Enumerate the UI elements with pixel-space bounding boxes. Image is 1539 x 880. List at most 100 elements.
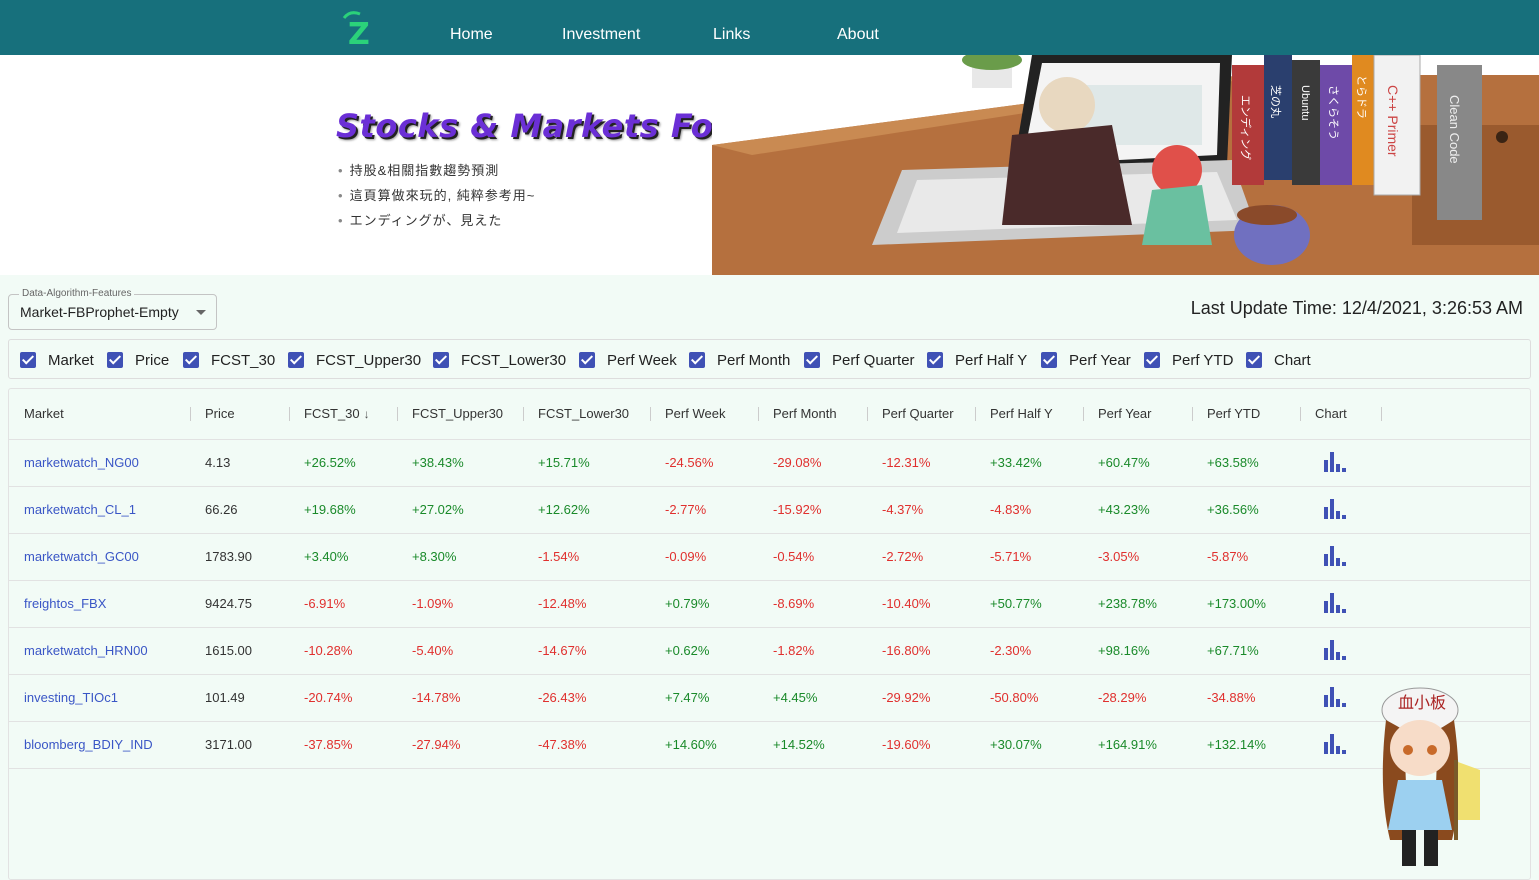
- column-separator[interactable]: [397, 407, 398, 421]
- column-header-perf-week[interactable]: Perf Week: [665, 406, 726, 421]
- last-update-time: Last Update Time: 12/4/2021, 3:26:53 AM: [1190, 298, 1523, 318]
- perf-week-cell: +7.47%: [665, 690, 710, 705]
- hero-bullet-list: 持股&相關指數趨勢預測 這頁算做來玩的, 純粹参考用~ エンディングが、見えた: [338, 161, 535, 236]
- column-separator[interactable]: [1300, 407, 1301, 421]
- column-header-chart[interactable]: Chart: [1315, 406, 1347, 421]
- checkbox-icon[interactable]: [804, 352, 820, 368]
- table-row[interactable]: bloomberg_BDIY_IND 3171.00 -37.85% -27.94% -…: [9, 722, 1530, 769]
- checkbox-icon[interactable]: [433, 352, 449, 368]
- checkbox-price[interactable]: Price: [107, 351, 169, 369]
- bar-chart-icon-bar: [1324, 648, 1328, 660]
- bar-chart-icon[interactable]: [1324, 452, 1346, 472]
- perf-month-cell: -0.54%: [773, 549, 815, 564]
- bar-chart-icon-bar: [1330, 593, 1334, 613]
- column-header-fcst-lower30[interactable]: FCST_Lower30: [538, 406, 630, 421]
- hero-bullet: エンディングが、見えた: [338, 211, 535, 236]
- column-header-perf-year[interactable]: Perf Year: [1098, 406, 1152, 421]
- perf-ytd-cell: -34.88%: [1207, 690, 1256, 705]
- checkbox-fcst-lower30[interactable]: FCST_Lower30: [433, 351, 566, 369]
- column-header-perf-ytd[interactable]: Perf YTD: [1207, 406, 1261, 421]
- column-header-market[interactable]: Market: [24, 406, 64, 421]
- column-separator[interactable]: [1381, 407, 1382, 421]
- site-logo-icon[interactable]: Z: [340, 8, 382, 46]
- table-row[interactable]: marketwatch_NG00 4.13 +26.52% +38.43% +15.71…: [9, 440, 1530, 487]
- market-link[interactable]: marketwatch_NG00: [24, 455, 139, 470]
- bar-chart-icon-bar: [1330, 499, 1334, 519]
- book-title: 芝の丸: [1269, 85, 1282, 118]
- checkbox-icon[interactable]: [183, 352, 199, 368]
- market-link[interactable]: marketwatch_CL_1: [24, 502, 136, 517]
- arrow-down-icon[interactable]: ↓: [363, 407, 370, 421]
- bar-chart-icon[interactable]: [1324, 734, 1346, 754]
- column-separator[interactable]: [758, 407, 759, 421]
- column-separator[interactable]: [1083, 407, 1084, 421]
- market-link[interactable]: freightos_FBX: [24, 596, 107, 611]
- perf-month-cell: -8.69%: [773, 596, 815, 611]
- column-separator[interactable]: [867, 407, 868, 421]
- checkbox-perf-quarter[interactable]: Perf Quarter: [804, 351, 915, 369]
- checkbox-perf-half-y[interactable]: Perf Half Y: [927, 351, 1027, 369]
- table-row[interactable]: marketwatch_CL_1 66.26 +19.68% +27.02% +12.6…: [9, 487, 1530, 534]
- bar-chart-icon[interactable]: [1324, 687, 1346, 707]
- checkbox-icon[interactable]: [1246, 352, 1262, 368]
- bar-chart-icon-bar: [1324, 507, 1328, 519]
- market-data-grid: Market Price FCST_30 ↓ FCST_Upper30 FCST_…: [8, 388, 1531, 880]
- checkbox-icon[interactable]: [579, 352, 595, 368]
- checkbox-perf-year[interactable]: Perf Year: [1041, 351, 1131, 369]
- table-row[interactable]: marketwatch_GC00 1783.90 +3.40% +8.30% -1.54…: [9, 534, 1530, 581]
- column-header-perf-half-y[interactable]: Perf Half Y: [990, 406, 1053, 421]
- checkbox-icon[interactable]: [927, 352, 943, 368]
- column-header-price[interactable]: Price: [205, 406, 235, 421]
- column-header-fcst-upper30[interactable]: FCST_Upper30: [412, 406, 504, 421]
- checkbox-perf-month[interactable]: Perf Month: [689, 351, 790, 369]
- checkbox-fcst-upper30[interactable]: FCST_Upper30: [288, 351, 421, 369]
- checkbox-chart[interactable]: Chart: [1246, 351, 1311, 369]
- checkbox-icon[interactable]: [1144, 352, 1160, 368]
- perf-half-y-cell: -50.80%: [990, 690, 1039, 705]
- fcst-lower30-cell: -1.54%: [538, 549, 580, 564]
- column-separator[interactable]: [289, 407, 290, 421]
- checkbox-perf-ytd[interactable]: Perf YTD: [1144, 351, 1233, 369]
- market-link[interactable]: investing_TIOc1: [24, 690, 118, 705]
- fcst-upper30-cell: +8.30%: [412, 549, 457, 564]
- column-header-perf-month[interactable]: Perf Month: [773, 406, 837, 421]
- column-separator[interactable]: [975, 407, 976, 421]
- checkbox-fcst30[interactable]: FCST_30: [183, 351, 275, 369]
- checkbox-label: Perf Year: [1069, 351, 1131, 369]
- bar-chart-icon[interactable]: [1324, 546, 1346, 566]
- table-row[interactable]: freightos_FBX 9424.75 -6.91% -1.09% -12.48% +…: [9, 581, 1530, 628]
- nav-home[interactable]: Home: [450, 26, 493, 43]
- bar-chart-icon[interactable]: [1324, 640, 1346, 660]
- bar-chart-icon-bar: [1330, 640, 1334, 660]
- fcst-upper30-cell: +27.02%: [412, 502, 464, 517]
- market-link[interactable]: marketwatch_GC00: [24, 549, 139, 564]
- checkbox-perf-week[interactable]: Perf Week: [579, 351, 677, 369]
- column-separator[interactable]: [650, 407, 651, 421]
- column-separator[interactable]: [523, 407, 524, 421]
- table-row[interactable]: investing_TIOc1 101.49 -20.74% -14.78% -26.4…: [9, 675, 1530, 722]
- column-separator[interactable]: [1192, 407, 1193, 421]
- checkbox-icon[interactable]: [20, 352, 36, 368]
- fcst-lower30-cell: +15.71%: [538, 455, 590, 470]
- column-header-perf-quarter[interactable]: Perf Quarter: [882, 406, 954, 421]
- nav-about[interactable]: About: [837, 26, 879, 43]
- fcst-lower30-cell: -47.38%: [538, 737, 587, 752]
- checkbox-icon[interactable]: [1041, 352, 1057, 368]
- market-link[interactable]: marketwatch_HRN00: [24, 643, 148, 658]
- price-cell: 1783.90: [205, 549, 252, 564]
- checkbox-market[interactable]: Market: [20, 351, 94, 369]
- perf-month-cell: +4.45%: [773, 690, 818, 705]
- checkbox-icon[interactable]: [107, 352, 123, 368]
- column-header-fcst30[interactable]: FCST_30 ↓: [304, 406, 370, 421]
- nav-investment[interactable]: Investment: [562, 26, 641, 43]
- market-link[interactable]: bloomberg_BDIY_IND: [24, 737, 153, 752]
- checkbox-icon[interactable]: [689, 352, 705, 368]
- table-row[interactable]: marketwatch_HRN00 1615.00 -10.28% -5.40% -14…: [9, 628, 1530, 675]
- algorithm-select[interactable]: Data-Algorithm-Features Market-FBProphet…: [8, 288, 217, 330]
- fcst-upper30-cell: -1.09%: [412, 596, 454, 611]
- bar-chart-icon[interactable]: [1324, 499, 1346, 519]
- nav-links[interactable]: Links: [713, 26, 751, 43]
- bar-chart-icon[interactable]: [1324, 593, 1346, 613]
- column-separator[interactable]: [190, 407, 191, 421]
- checkbox-icon[interactable]: [288, 352, 304, 368]
